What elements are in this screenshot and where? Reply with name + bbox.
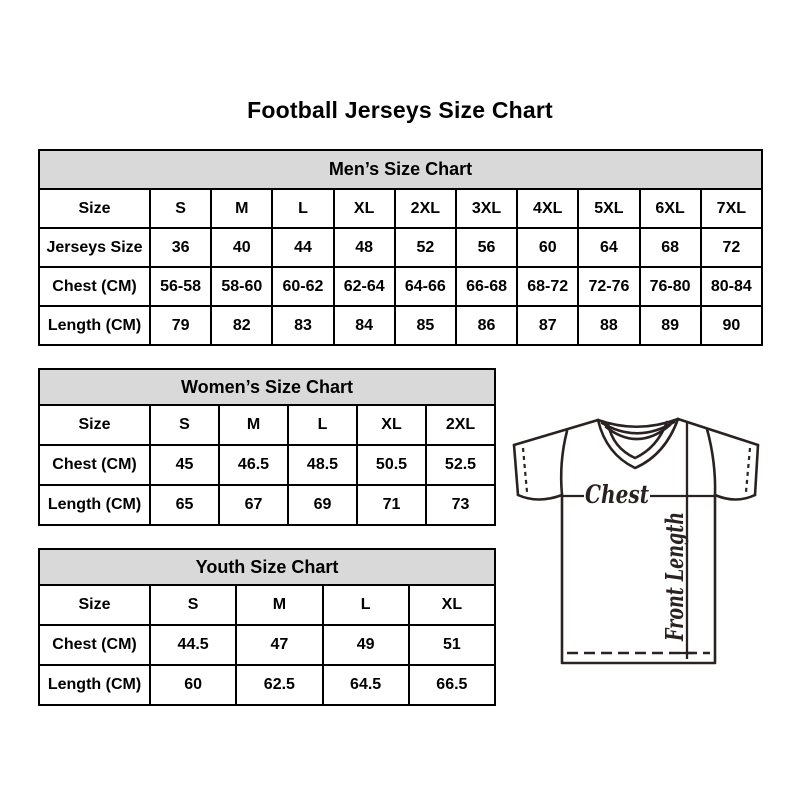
value-cell: 68-72 [516, 266, 580, 307]
value-cell: 62-64 [332, 266, 396, 307]
chest-label: Chest [585, 480, 649, 509]
value-cell: 2XL [425, 404, 496, 446]
page-title: Football Jerseys Size Chart [247, 97, 553, 123]
value-cell: 64.5 [321, 664, 410, 706]
value-cell: 52.5 [425, 444, 496, 486]
value-cell: 69 [287, 484, 358, 526]
value-cell: 66.5 [407, 664, 497, 706]
value-cell: 36 [148, 227, 213, 268]
value-cell: 62.5 [235, 664, 324, 706]
value-cell: 48.5 [287, 444, 358, 486]
value-cell: 50.5 [356, 444, 427, 486]
value-cell: 85 [393, 305, 457, 346]
value-cell: S [148, 188, 213, 229]
row-label-cell: Size [38, 188, 151, 229]
value-cell: XL [332, 188, 396, 229]
value-cell: 90 [699, 305, 764, 346]
value-cell: 58-60 [210, 266, 274, 307]
front-length-label: Front Length [660, 512, 689, 642]
value-cell: 79 [148, 305, 213, 346]
womens-size-table: Women’s Size Chart Size S M L XL 2XL Che… [38, 368, 496, 526]
value-cell: 76-80 [638, 266, 702, 307]
value-cell: L [287, 404, 358, 446]
value-cell: 52 [393, 227, 457, 268]
mens-size-table: Men’s Size Chart Size S M L XL 2XL 3XL 4… [38, 149, 764, 346]
youth-size-table: Youth Size Chart Size S M L XL Chest (CM… [38, 548, 497, 706]
value-cell: 2XL [393, 188, 457, 229]
value-cell: XL [356, 404, 427, 446]
value-cell: 46.5 [218, 444, 289, 486]
table-title: Youth Size Chart [38, 548, 496, 586]
value-cell: 45 [149, 444, 220, 486]
value-cell: 86 [454, 305, 519, 346]
value-cell: 67 [218, 484, 289, 526]
jersey-outline [512, 417, 760, 665]
row-label-cell: Chest (CM) [38, 444, 151, 486]
v-neck-collar [596, 417, 680, 470]
row-label-cell: Length (CM) [38, 305, 151, 346]
row-label-cell: Size [38, 404, 151, 446]
value-cell: M [210, 188, 274, 229]
table-title: Men’s Size Chart [38, 149, 763, 190]
value-cell: 60 [148, 664, 238, 706]
row-label-cell: Chest (CM) [38, 266, 151, 307]
value-cell: 71 [356, 484, 427, 526]
value-cell: 56-58 [148, 266, 213, 307]
value-cell: M [235, 584, 324, 626]
value-cell: 72 [699, 227, 764, 268]
value-cell: 51 [407, 624, 497, 666]
value-cell: 3XL [454, 188, 519, 229]
value-cell: 60-62 [271, 266, 335, 307]
row-label-cell: Chest (CM) [38, 624, 151, 666]
value-cell: 47 [235, 624, 324, 666]
value-cell: 44.5 [148, 624, 238, 666]
value-cell: 48 [332, 227, 396, 268]
value-cell: 84 [332, 305, 396, 346]
row-label-cell: Jerseys Size [38, 227, 151, 268]
front-length-measure-line [680, 422, 694, 659]
value-cell: L [271, 188, 335, 229]
value-cell: 87 [516, 305, 580, 346]
row-label-cell: Size [38, 584, 151, 626]
value-cell: XL [407, 584, 497, 626]
value-cell: S [149, 404, 220, 446]
value-cell: 82 [210, 305, 274, 346]
left-cuff-stitch-line [521, 447, 529, 493]
value-cell: 64 [577, 227, 641, 268]
value-cell: L [321, 584, 410, 626]
value-cell: S [148, 584, 238, 626]
value-cell: 7XL [699, 188, 764, 229]
value-cell: 66-68 [454, 266, 519, 307]
value-cell: 72-76 [577, 266, 641, 307]
value-cell: 5XL [577, 188, 641, 229]
row-label-cell: Length (CM) [38, 664, 151, 706]
value-cell: 68 [638, 227, 702, 268]
value-cell: 65 [149, 484, 220, 526]
right-cuff-stitch-line [744, 447, 752, 493]
jersey-diagram: Chest Front Length [505, 412, 767, 668]
value-cell: M [218, 404, 289, 446]
value-cell: 4XL [516, 188, 580, 229]
value-cell: 73 [425, 484, 496, 526]
value-cell: 6XL [638, 188, 702, 229]
value-cell: 89 [638, 305, 702, 346]
value-cell: 83 [271, 305, 335, 346]
value-cell: 44 [271, 227, 335, 268]
value-cell: 88 [577, 305, 641, 346]
row-label-cell: Length (CM) [38, 484, 151, 526]
value-cell: 60 [516, 227, 580, 268]
value-cell: 80-84 [699, 266, 764, 307]
value-cell: 40 [210, 227, 274, 268]
value-cell: 56 [454, 227, 519, 268]
value-cell: 64-66 [393, 266, 457, 307]
table-title: Women’s Size Chart [38, 368, 496, 406]
value-cell: 49 [321, 624, 410, 666]
